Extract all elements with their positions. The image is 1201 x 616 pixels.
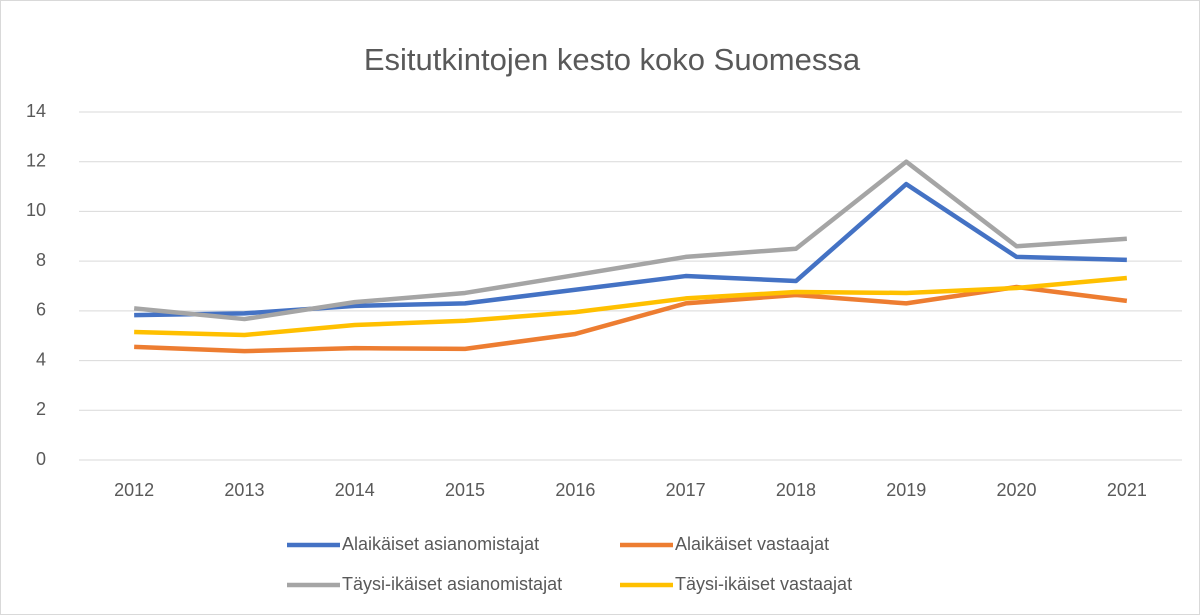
x-tick-label: 2016: [555, 480, 595, 500]
y-tick-label: 0: [36, 449, 46, 469]
chart-title: Esitutkintojen kesto koko Suomessa: [364, 42, 861, 77]
y-tick-label: 12: [26, 150, 46, 170]
y-tick-label: 14: [26, 101, 46, 121]
line-series: [133, 159, 1128, 322]
legend-label: Täysi-ikäiset asianomistajat: [342, 574, 562, 594]
x-tick-label: 2014: [335, 480, 375, 500]
x-tick-label: 2015: [445, 480, 485, 500]
y-tick-label: 8: [36, 250, 46, 270]
y-tick-label: 6: [36, 300, 46, 320]
y-tick-label: 2: [36, 399, 46, 419]
y-tick-label: 4: [36, 349, 46, 369]
y-tick-label: 10: [26, 200, 46, 220]
x-tick-label: 2020: [997, 480, 1037, 500]
x-tick-label: 2021: [1107, 480, 1147, 500]
x-tick-label: 2019: [886, 480, 926, 500]
line-series: [134, 275, 1128, 338]
legend-label: Täysi-ikäiset vastaajat: [675, 574, 852, 594]
legend-label: Alaikäiset vastaajat: [675, 534, 829, 554]
line-series: [134, 284, 1128, 354]
x-tick-label: 2012: [114, 480, 154, 500]
legend-label: Alaikäiset asianomistajat: [342, 534, 539, 554]
x-tick-label: 2013: [224, 480, 264, 500]
x-tick-label: 2017: [666, 480, 706, 500]
x-tick-label: 2018: [776, 480, 816, 500]
